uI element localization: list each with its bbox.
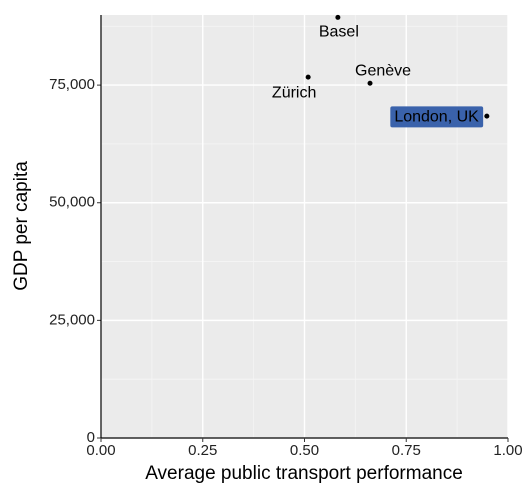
x-axis-title: Average public transport performance [145, 463, 463, 484]
x-tick-label: 0.50 [290, 442, 319, 459]
y-tick-label: 75,000 [49, 76, 95, 93]
point [305, 74, 311, 80]
y-tick-label: 25,000 [49, 311, 95, 328]
point-label: Genève [355, 62, 411, 79]
point-label: Basel [319, 24, 359, 41]
x-tick-label: 0.75 [392, 442, 421, 459]
y-tick-label: 50,000 [49, 194, 95, 211]
x-tick-label: 0.00 [86, 442, 115, 459]
x-tick-label: 0.25 [188, 442, 217, 459]
x-tick-label: 1.00 [493, 442, 522, 459]
y-axis-title: GDP per capita [11, 161, 32, 291]
point-label: Zürich [272, 84, 316, 101]
label-box [390, 106, 484, 128]
y-tick-label: 0 [87, 429, 95, 446]
point [335, 14, 341, 20]
point [484, 113, 490, 119]
point-label: London, UK [394, 108, 479, 125]
point [367, 80, 373, 86]
